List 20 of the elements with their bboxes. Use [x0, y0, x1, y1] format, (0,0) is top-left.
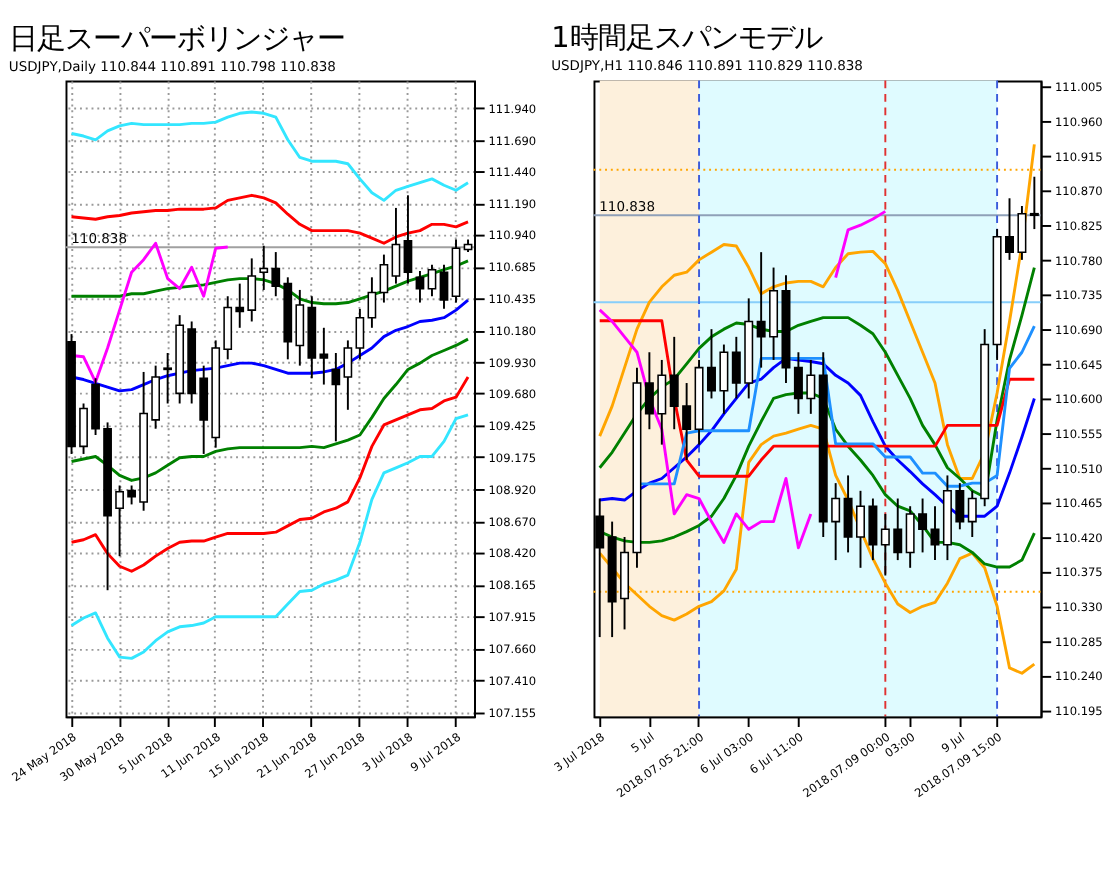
line-series [70, 193, 470, 245]
line-series [598, 423, 1036, 675]
line-series [598, 266, 1036, 499]
chart-title: 1時間足スパンモデル [551, 22, 822, 55]
line-series [70, 375, 470, 573]
candlestick [403, 194, 413, 285]
candlestick [439, 263, 449, 310]
line-series [70, 413, 470, 660]
line-series [598, 142, 1036, 480]
line-series [70, 110, 470, 202]
candlestick [367, 276, 377, 329]
candlestick [451, 238, 461, 304]
line-series [598, 319, 1036, 478]
line-series [635, 324, 1036, 488]
line-series [70, 337, 470, 482]
candlestick [355, 307, 365, 361]
candlestick [427, 263, 437, 298]
chart-title: 日足スーパーボリンジャー [8, 23, 345, 56]
candlestick [391, 206, 401, 285]
candlestick [379, 253, 389, 304]
